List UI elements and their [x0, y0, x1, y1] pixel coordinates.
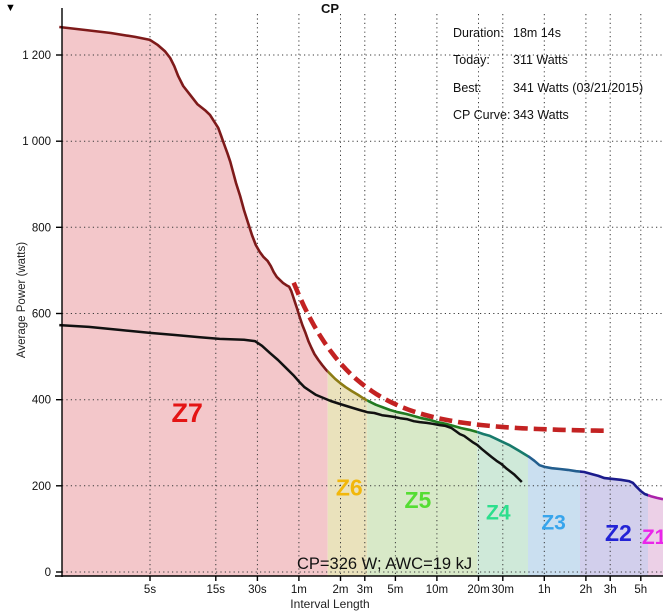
x-tick-label: 3h — [604, 584, 617, 596]
y-tick-label: 1 000 — [22, 136, 51, 148]
zone-labels: Z7 Z6 Z5 Z4 Z3 Z2 Z1 — [171, 398, 663, 549]
today-curve — [59, 323, 523, 483]
info-row-today: Today: 311 Watts — [453, 47, 643, 74]
best-curve-z6 — [327, 369, 368, 402]
best-curve-z7 — [59, 25, 328, 374]
y-tick-label: 200 — [32, 481, 51, 493]
x-tick-label: 20m — [467, 584, 489, 596]
x-tick-label: 5s — [144, 584, 156, 596]
x-tick-label: 10m — [426, 584, 448, 596]
info-row-duration: Duration: 18m 14s — [453, 20, 643, 47]
y-axis-title: Average Power (watts) — [16, 241, 28, 359]
info-value: 311 Watts — [513, 53, 568, 68]
chart-title: CP — [320, 1, 340, 16]
chart-menu-dropdown-icon[interactable]: ▼ — [5, 2, 16, 14]
x-tick-label: 1m — [291, 584, 307, 596]
x-tick-label: 2h — [580, 584, 593, 596]
y-tick-label: 1 200 — [22, 50, 51, 62]
info-row-cp-curve: CP Curve: 343 Watts — [453, 102, 643, 129]
zone-label-z7: Z7 — [171, 398, 203, 428]
x-tick-label: 30m — [492, 584, 514, 596]
cp-awc-annotation: CP=326 W; AWC=19 kJ — [297, 555, 473, 573]
y-tick-label: 400 — [32, 395, 51, 407]
info-label: CP Curve: — [453, 108, 511, 123]
info-label: Today: — [453, 53, 490, 68]
info-value: 343 Watts — [513, 108, 569, 123]
x-tick-label: 15s — [207, 584, 226, 596]
x-axis-title: Interval Length — [290, 597, 370, 611]
x-tick-label: 3m — [357, 584, 373, 596]
y-tick-label: 600 — [32, 309, 51, 321]
cp-model-curve — [291, 281, 606, 433]
zone-label-z3: Z3 — [541, 511, 566, 534]
info-label: Best: — [453, 80, 482, 95]
info-row-best: Best: 341 Watts (03/21/2015) — [453, 75, 643, 102]
x-tick-label: 30s — [248, 584, 267, 596]
zone-label-z4: Z4 — [486, 501, 511, 524]
zone-label-z5: Z5 — [404, 487, 431, 513]
tick-labels: 5s 15s 30s 1m 2m 3m 5m 10m 20m 30m 1h 2h 3h 5h 0 200 400… — [22, 50, 647, 596]
info-value: 18m 14s — [513, 26, 561, 40]
zone-label-z1: Z1 — [642, 526, 663, 549]
x-tick-label: 1h — [538, 584, 551, 596]
zone-label-z2: Z2 — [605, 520, 632, 546]
y-tick-label: 0 — [45, 567, 51, 579]
info-value: 341 Watts (03/21/2015) — [513, 80, 644, 95]
zone-label-z6: Z6 — [336, 474, 363, 500]
x-tick-label: 5m — [387, 584, 403, 596]
info-box: Duration: 18m 14s Today: 311 Watts Best: 34… — [453, 20, 643, 130]
x-tick-label: 2m — [333, 584, 349, 596]
x-tick-label: 5h — [634, 584, 647, 596]
info-label: Duration: — [453, 26, 504, 40]
best-curve-z3 — [528, 454, 580, 473]
y-tick-label: 800 — [32, 222, 51, 234]
zone-band-z1 — [648, 27, 663, 576]
zone-band-z7 — [62, 27, 328, 576]
axes — [55, 8, 663, 581]
